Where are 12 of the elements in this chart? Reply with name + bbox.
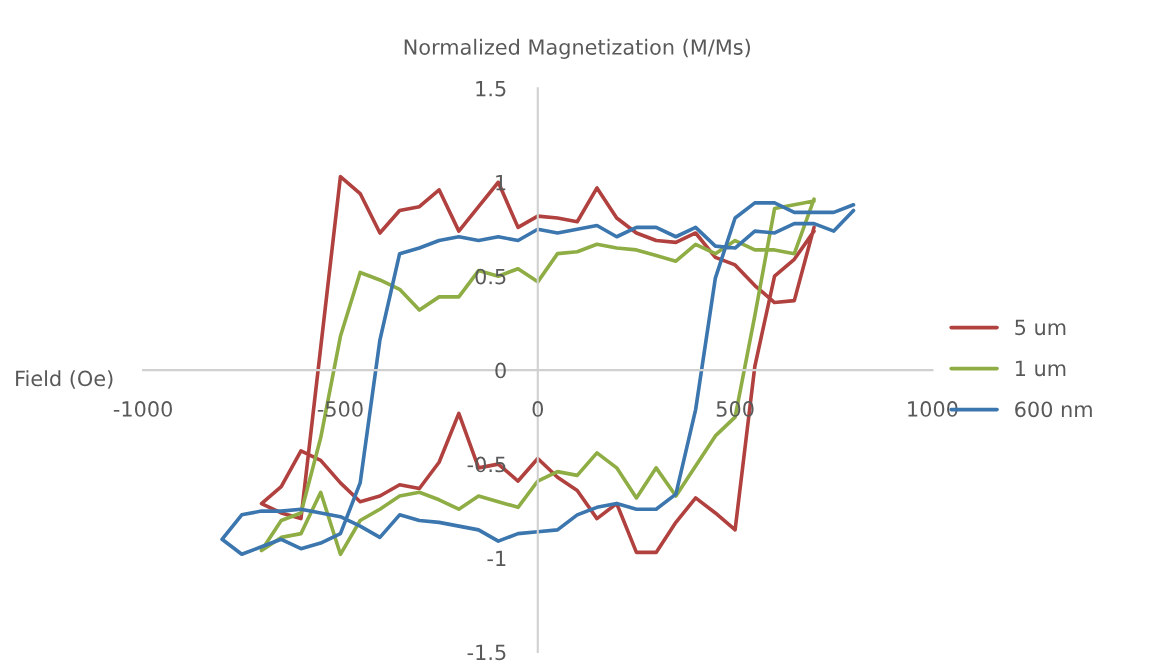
x-tick-label: 0 (532, 401, 544, 417)
y-tick-label: -1 (487, 550, 506, 566)
x-tick-label: -1000 (113, 401, 172, 417)
x-tick-label: 1000 (908, 401, 958, 417)
legend-label: 5 um (1015, 319, 1066, 336)
legend-label: 1 um (1015, 360, 1066, 377)
x-axis-title: Field (Oe) (16, 370, 113, 389)
y-axis-title: Normalized Magnetization (M/Ms) (404, 38, 750, 59)
y-tick-label: 0 (495, 362, 506, 379)
y-tick-label: 1.5 (476, 81, 506, 97)
legend-label: 600 nm (1015, 401, 1092, 418)
y-tick-label: -1.5 (467, 644, 506, 661)
